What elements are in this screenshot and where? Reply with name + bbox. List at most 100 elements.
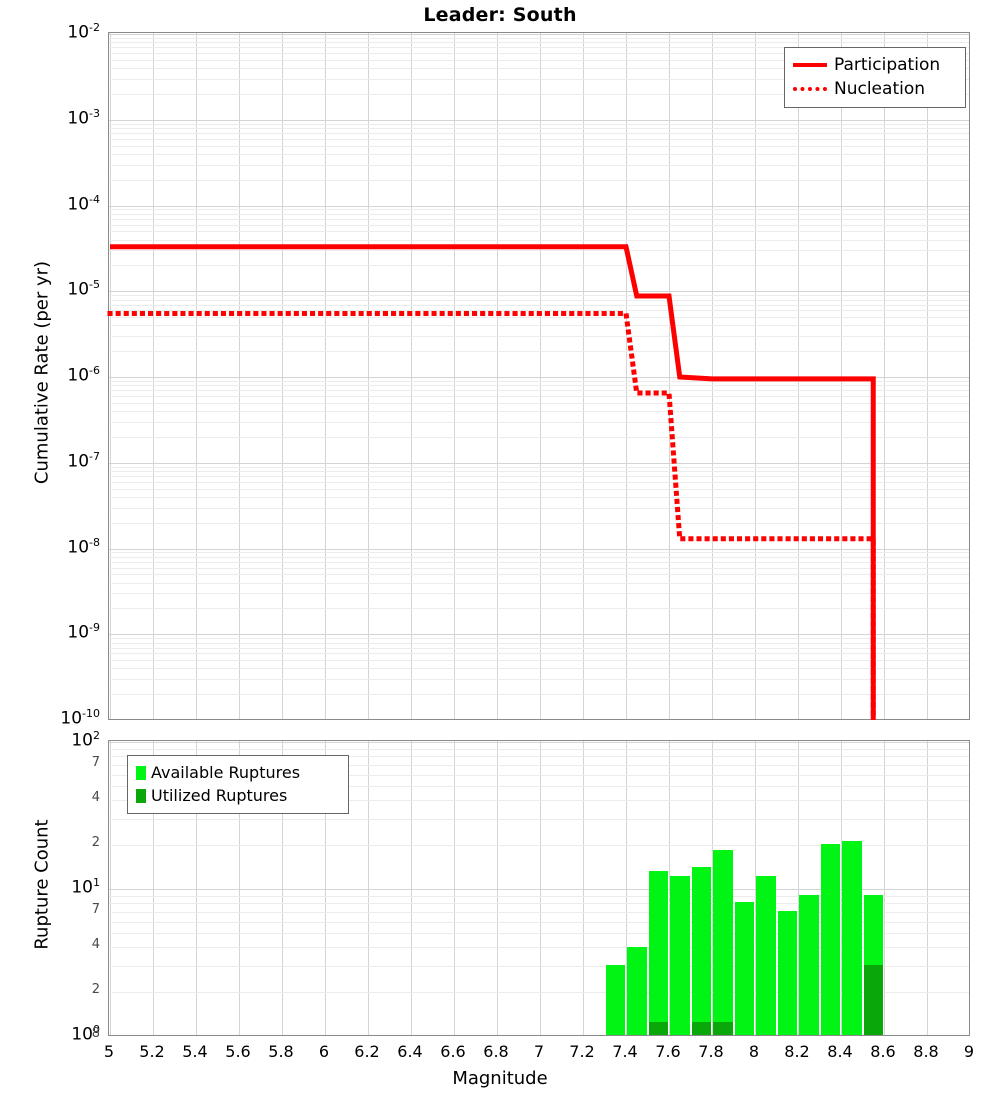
gridline-horizontal bbox=[109, 903, 969, 905]
bar-segment-available bbox=[648, 871, 668, 1035]
y-tick-label: 10-2 bbox=[67, 21, 100, 43]
curve-nucleation bbox=[107, 311, 876, 723]
bar-segment-available bbox=[691, 866, 711, 1035]
gridline-horizontal bbox=[109, 800, 969, 802]
gridline-horizontal bbox=[109, 93, 969, 95]
y-tick-label: 10-9 bbox=[67, 621, 100, 643]
gridline-vertical bbox=[712, 741, 713, 1035]
gridline-horizontal bbox=[109, 947, 969, 949]
gridline-vertical bbox=[583, 33, 584, 719]
gridline-horizontal bbox=[109, 396, 969, 398]
gridline-vertical bbox=[497, 741, 498, 1035]
gridline-horizontal bbox=[109, 133, 969, 135]
histogram-bar bbox=[842, 840, 862, 1035]
y-tick-label-minor: 7 bbox=[91, 754, 100, 770]
gridline-horizontal bbox=[109, 471, 969, 473]
gridline-horizontal bbox=[109, 218, 969, 220]
gridline-horizontal bbox=[109, 299, 969, 301]
legend-label-participation: Participation bbox=[834, 55, 941, 75]
gridline-horizontal bbox=[109, 390, 969, 392]
gridline-vertical bbox=[411, 33, 412, 719]
y-tick-label-minor: 4 bbox=[91, 790, 100, 806]
nucleation-line-icon bbox=[793, 87, 827, 91]
gridline-horizontal bbox=[109, 522, 969, 524]
gridline-vertical bbox=[841, 33, 842, 719]
bar-segment-utilized bbox=[691, 1022, 711, 1035]
gridline-vertical bbox=[368, 741, 369, 1035]
gridline-horizontal bbox=[109, 37, 969, 39]
y-tick-label-minor: 4 bbox=[91, 937, 100, 953]
gridline-vertical bbox=[196, 741, 197, 1035]
histogram-bar bbox=[799, 894, 819, 1035]
bottom-y-axis-title: Rupture Count bbox=[31, 819, 53, 950]
bar-segment-available bbox=[842, 840, 862, 1035]
gridline-horizontal bbox=[109, 68, 969, 70]
gridline-horizontal bbox=[109, 123, 969, 125]
gridline-horizontal bbox=[109, 205, 969, 207]
gridline-vertical bbox=[153, 741, 154, 1035]
gridline-horizontal bbox=[109, 567, 969, 569]
gridline-horizontal bbox=[109, 231, 969, 233]
gridline-horizontal bbox=[109, 748, 969, 750]
gridline-vertical bbox=[325, 741, 326, 1035]
bar-segment-available bbox=[713, 850, 733, 1035]
histogram-bar bbox=[756, 876, 776, 1035]
gridline-horizontal bbox=[109, 548, 969, 550]
x-tick-label: 6.8 bbox=[483, 1042, 509, 1061]
legend-item-available: Available Ruptures bbox=[136, 761, 340, 784]
y-tick-label: 10-7 bbox=[67, 449, 100, 472]
histogram-bar bbox=[734, 902, 754, 1035]
x-tick-label: 7.4 bbox=[612, 1042, 638, 1061]
y-tick-label-minor: 7 bbox=[91, 901, 100, 917]
rate-curves bbox=[107, 244, 876, 723]
gridline-horizontal bbox=[109, 224, 969, 226]
gridline-horizontal bbox=[109, 561, 969, 563]
gridline-vertical bbox=[325, 33, 326, 719]
gridline-horizontal bbox=[109, 574, 969, 576]
y-tick-label-minor: 8 bbox=[91, 1026, 100, 1041]
gridline-horizontal bbox=[109, 239, 969, 241]
gridline-horizontal bbox=[109, 786, 969, 788]
gridline-horizontal bbox=[109, 317, 969, 319]
gridline-horizontal bbox=[109, 153, 969, 155]
gridline-vertical bbox=[454, 33, 455, 719]
gridline-horizontal bbox=[109, 647, 969, 649]
histogram-bar bbox=[605, 964, 625, 1035]
gridline-horizontal bbox=[109, 844, 969, 846]
gridline-vertical bbox=[540, 741, 541, 1035]
gridline-horizontal bbox=[109, 965, 969, 967]
gridline-horizontal bbox=[109, 42, 969, 44]
x-tick-label: 5 bbox=[103, 1042, 115, 1061]
bar-segment-utilized bbox=[863, 964, 883, 1035]
y-tick-label: 10-4 bbox=[67, 192, 100, 215]
gridline-horizontal bbox=[109, 764, 969, 766]
gridline-vertical bbox=[884, 741, 885, 1035]
x-tick-label: 8.4 bbox=[827, 1042, 853, 1061]
legend-item-participation: Participation bbox=[793, 53, 957, 77]
gridline-horizontal bbox=[109, 476, 969, 478]
bar-segment-available bbox=[670, 876, 690, 1035]
gridline-horizontal bbox=[109, 552, 969, 554]
gridline-horizontal bbox=[109, 507, 969, 509]
gridline-horizontal bbox=[109, 638, 969, 640]
bar-segment-available bbox=[799, 894, 819, 1035]
gridline-vertical bbox=[798, 33, 799, 719]
gridline-vertical bbox=[110, 33, 111, 719]
gridline-vertical bbox=[239, 741, 240, 1035]
gridline-horizontal bbox=[109, 668, 969, 670]
gridline-vertical bbox=[669, 741, 670, 1035]
rupture-count-panel bbox=[108, 740, 970, 1036]
gridline-horizontal bbox=[109, 582, 969, 584]
gridline-vertical bbox=[755, 741, 756, 1035]
gridline-horizontal bbox=[109, 556, 969, 558]
x-tick-label: 8.2 bbox=[784, 1042, 810, 1061]
gridline-horizontal bbox=[109, 47, 969, 49]
gridline-vertical bbox=[239, 33, 240, 719]
gridline-horizontal bbox=[109, 933, 969, 935]
gridline-horizontal bbox=[109, 462, 969, 464]
bar-segment-utilized bbox=[713, 1022, 733, 1035]
gridline-vertical bbox=[282, 741, 283, 1035]
gridline-horizontal bbox=[109, 295, 969, 297]
bar-segment-utilized bbox=[648, 1022, 668, 1035]
x-tick-label: 6.2 bbox=[354, 1042, 380, 1061]
